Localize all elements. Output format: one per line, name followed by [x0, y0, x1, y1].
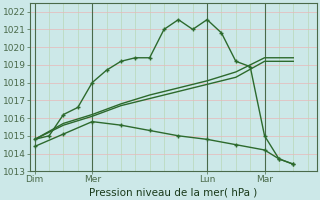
X-axis label: Pression niveau de la mer( hPa ): Pression niveau de la mer( hPa ) [90, 187, 258, 197]
